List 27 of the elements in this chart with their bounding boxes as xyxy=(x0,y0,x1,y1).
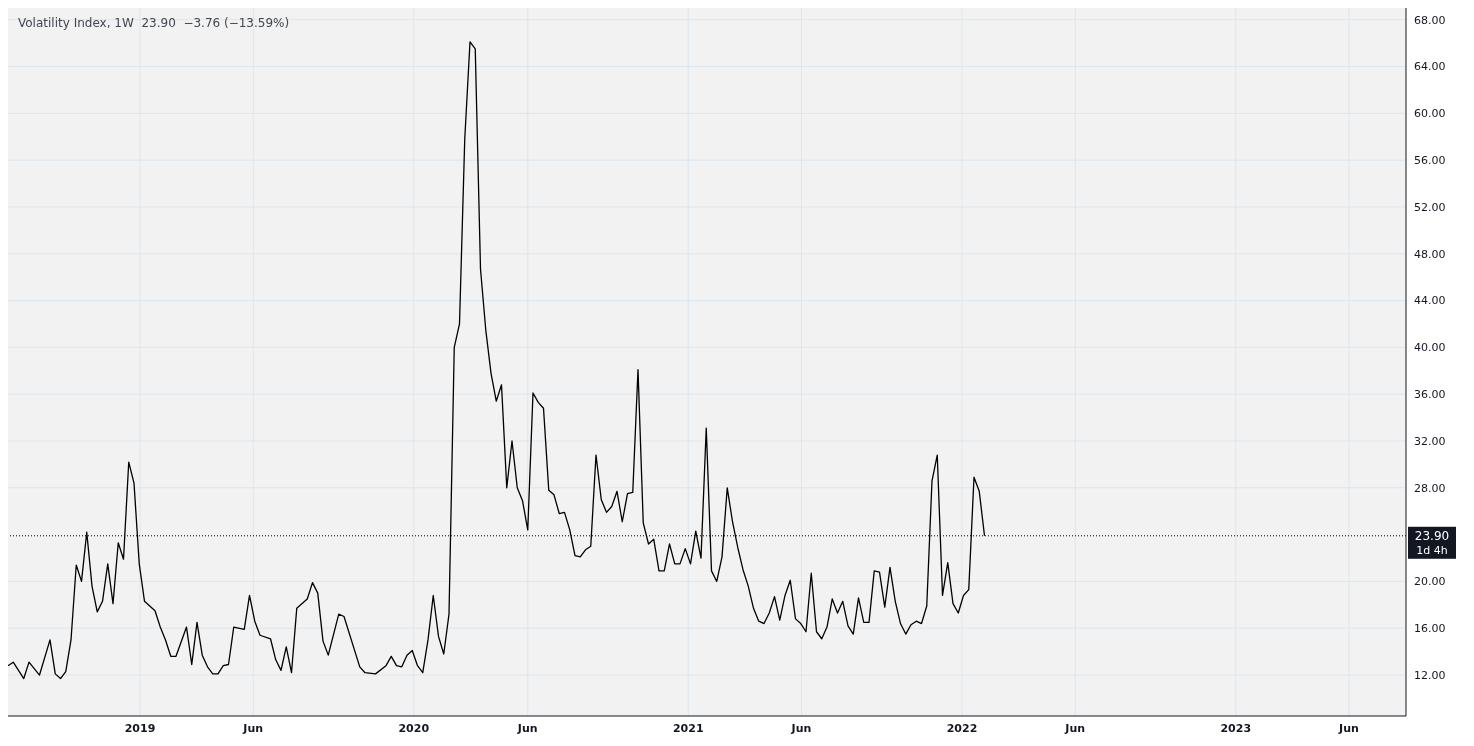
y-tick-label: 16.00 xyxy=(1414,622,1446,636)
y-tick-label: 68.00 xyxy=(1414,13,1446,27)
x-tick-label: 2021 xyxy=(672,721,704,735)
y-tick-label: 52.00 xyxy=(1414,200,1446,214)
y-tick-label: 28.00 xyxy=(1414,481,1446,495)
x-tick-label: Jun xyxy=(516,721,538,735)
y-tick-label: 64.00 xyxy=(1414,60,1446,74)
x-tick-label: Jun xyxy=(1064,721,1086,735)
text: Volatility Index, 1W 23.90 −3.76 (−13.59%) xyxy=(18,16,290,30)
y-tick-label: 44.00 xyxy=(1414,294,1446,308)
y-tick-label: 12.00 xyxy=(1414,668,1446,682)
y-tick-label: 60.00 xyxy=(1414,107,1446,121)
x-tick-label: Jun xyxy=(242,721,264,735)
y-tick-label: 36.00 xyxy=(1414,388,1446,402)
x-tick-label: 2019 xyxy=(124,721,156,735)
x-tick-label: 2022 xyxy=(946,721,978,735)
y-tick-label: 40.00 xyxy=(1414,341,1446,355)
x-tick-label: Jun xyxy=(790,721,812,735)
y-tick-label: 32.00 xyxy=(1414,434,1446,448)
x-tick-label: 2023 xyxy=(1220,721,1252,735)
y-tick-label: 56.00 xyxy=(1414,154,1446,168)
y-tick-label: 48.00 xyxy=(1414,247,1446,261)
x-tick-label: 2020 xyxy=(398,721,430,735)
x-tick-label: Jun xyxy=(1338,721,1359,735)
text: 1d 4h xyxy=(1416,543,1448,557)
ref-line-label: 23.90 xyxy=(1414,528,1450,543)
y-tick-label: 20.00 xyxy=(1414,575,1446,589)
